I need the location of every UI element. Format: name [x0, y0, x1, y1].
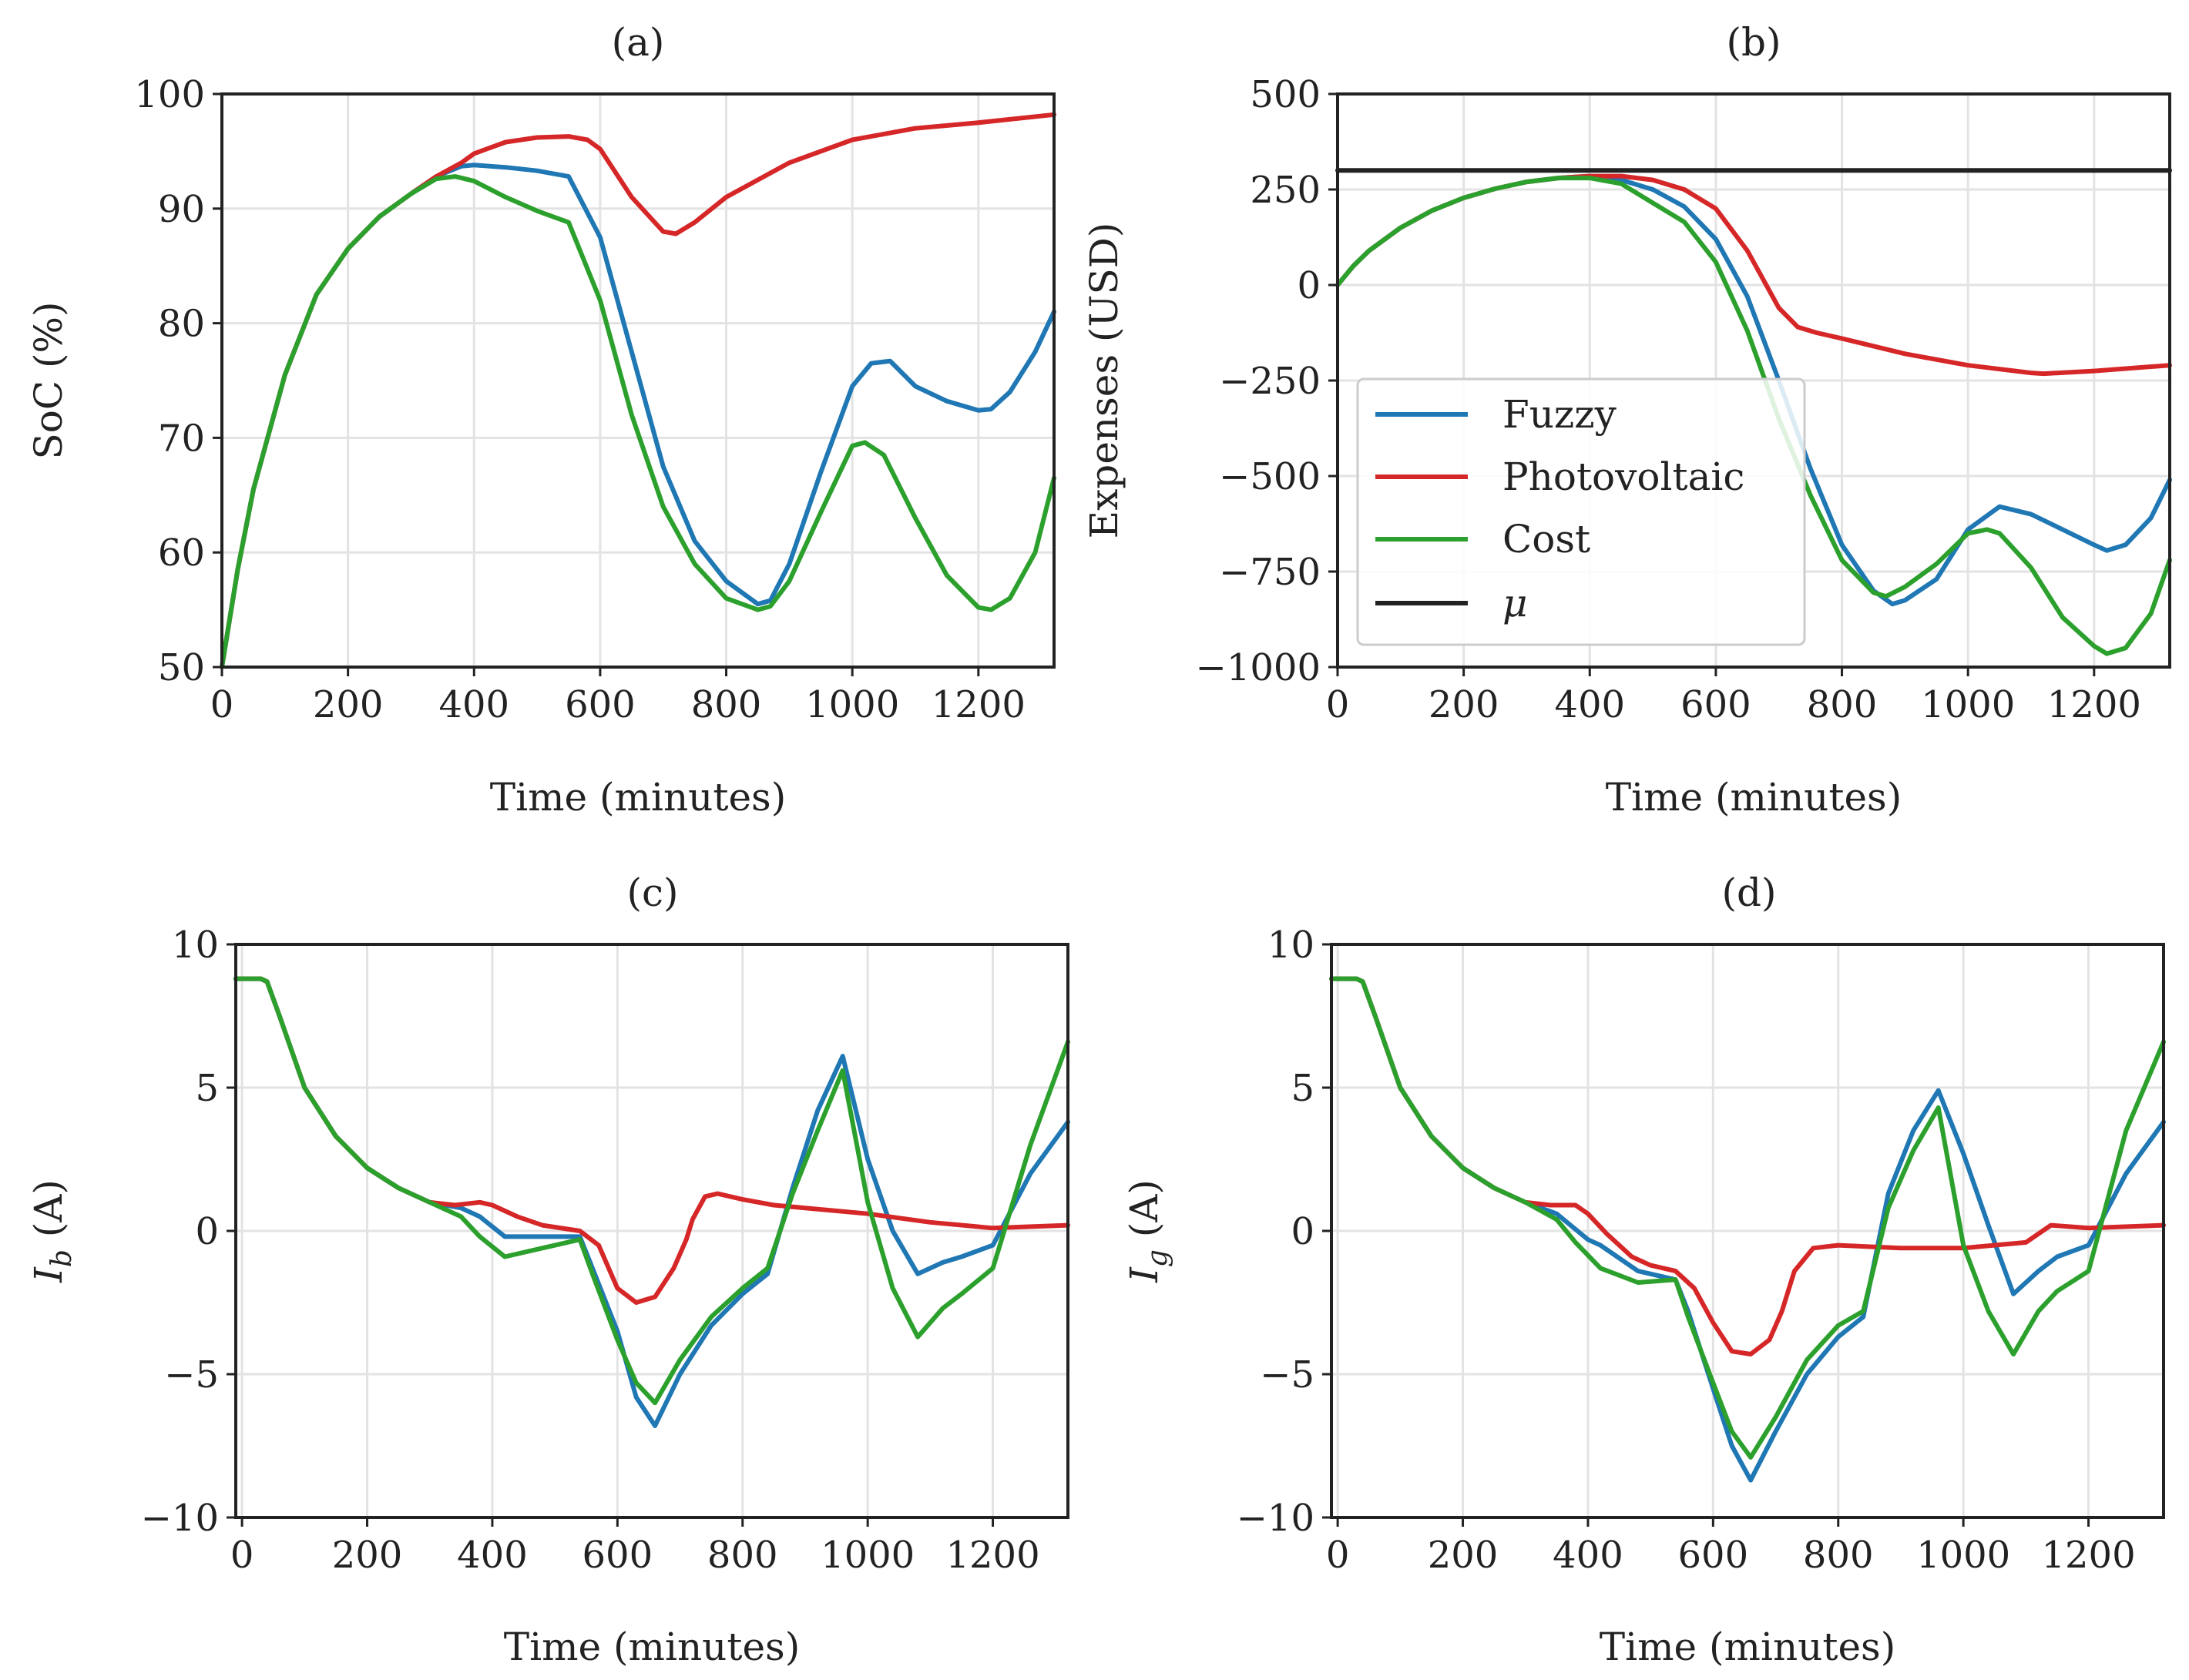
y-tick-label: 70: [158, 417, 205, 460]
y-tick-label: 500: [1250, 73, 1321, 116]
panel-c-series: [233, 976, 1070, 1428]
x-tick-label: 800: [691, 683, 762, 726]
panel-c-grid: [236, 943, 1068, 1519]
panel-c-ylabel: Ib (A): [26, 1179, 78, 1283]
y-tick-label: 5: [1291, 1067, 1314, 1110]
y-tick-label: 60: [158, 531, 205, 575]
y-tick-label: −5: [1260, 1353, 1314, 1397]
x-tick-label: 200: [332, 1534, 403, 1577]
x-tick-label: 800: [707, 1534, 778, 1577]
series-line-cost: [220, 174, 1056, 669]
series-line-cost: [233, 976, 1070, 1406]
x-tick-label: 800: [1807, 683, 1878, 726]
y-tick-label: −750: [1219, 551, 1321, 594]
series-line-cost: [1329, 976, 2166, 1460]
x-tick-label: 200: [1428, 1534, 1499, 1577]
x-tick-label: 400: [1553, 1534, 1623, 1577]
panel-c-ylabel-tail: (A): [26, 1179, 71, 1249]
y-tick-label: −10: [1237, 1497, 1314, 1540]
panel-a-title: (a): [612, 20, 665, 65]
series-line-photovoltaic: [233, 976, 1070, 1305]
x-tick-label: 600: [1678, 1534, 1749, 1577]
y-tick-label: −250: [1219, 360, 1321, 403]
y-tick-label: 50: [158, 646, 205, 689]
panel-d-series: [1329, 976, 2166, 1483]
y-tick-label: 5: [195, 1067, 219, 1110]
y-tick-label: 100: [134, 73, 205, 116]
series-line-fuzzy: [233, 976, 1070, 1428]
x-tick-label: 1200: [932, 683, 1026, 726]
x-tick-label: 400: [1554, 683, 1625, 726]
panel-c: (c) 0 200 400 600 800 1000 1200 −10 −5 0 5 10 Time …: [26, 870, 1070, 1669]
panel-d-title: (d): [1721, 870, 1776, 915]
y-tick-label: −10: [141, 1497, 219, 1540]
y-tick-label: −5: [164, 1353, 219, 1397]
y-tick-label: 10: [1267, 924, 1314, 967]
panel-d-ylabel: Ig (A): [1122, 1179, 1173, 1283]
panel-b-ticks: 0 200 400 600 800 1000 1200 −1000 −750 −500 −250 0 2…: [1196, 73, 2141, 726]
y-tick-label: −500: [1219, 455, 1321, 498]
y-tick-label: 80: [158, 303, 205, 346]
panel-d-ticks: 0 200 400 600 800 1000 1200 −10 −5 0 5 10: [1237, 924, 2136, 1577]
legend-label-photovoltaic: Photovoltaic: [1502, 454, 1744, 499]
y-tick-label: 10: [172, 924, 219, 967]
x-tick-label: 1200: [2041, 1534, 2135, 1577]
y-tick-label: 250: [1250, 169, 1321, 212]
y-tick-label: 0: [195, 1210, 219, 1253]
y-tick-label: −1000: [1196, 646, 1321, 689]
panel-b: (b) 0 200 400 600 800 1000 1200 −1000 −750 −500 −2…: [1082, 20, 2172, 820]
legend-box: [1356, 377, 1806, 646]
panel-c-ylabel-main: I: [26, 1266, 71, 1283]
panel-d-ylabel-main: I: [1122, 1266, 1167, 1283]
panel-b-xlabel: Time (minutes): [1606, 775, 1902, 820]
series-line-fuzzy: [220, 163, 1056, 669]
panel-d-ylabel-sub: g: [1142, 1249, 1173, 1267]
x-tick-label: 400: [438, 683, 509, 726]
x-tick-label: 200: [313, 683, 384, 726]
x-tick-label: 1200: [2047, 683, 2141, 726]
x-tick-label: 0: [1326, 1534, 1350, 1577]
x-tick-label: 600: [1680, 683, 1751, 726]
panel-b-ylabel: Expenses (USD): [1082, 223, 1126, 539]
x-tick-label: 1000: [821, 1534, 915, 1577]
x-tick-label: 200: [1429, 683, 1499, 726]
x-tick-label: 800: [1803, 1534, 1874, 1577]
panel-d-ylabel-tail: (A): [1122, 1179, 1167, 1249]
x-tick-label: 0: [1326, 683, 1350, 726]
x-tick-label: 0: [210, 683, 234, 726]
panel-c-ylabel-sub: b: [46, 1249, 78, 1267]
y-tick-label: 0: [1297, 264, 1321, 307]
x-tick-label: 600: [565, 683, 636, 726]
panel-d: (d) 0 200 400 600 800 1000 1200 −10 −5 0 5 10 Time …: [1122, 870, 2166, 1669]
panel-a-ylabel: SoC (%): [26, 301, 71, 459]
legend-label-cost: Cost: [1502, 517, 1590, 562]
x-tick-label: 400: [457, 1534, 528, 1577]
panel-a-ticks: 0 200 400 600 800 1000 1200 50 60 70 80 90 100: [134, 73, 1026, 726]
legend-label-mu: μ: [1502, 581, 1528, 625]
panel-c-title: (c): [626, 870, 678, 915]
x-tick-label: 1000: [1916, 1534, 2010, 1577]
series-line-photovoltaic: [1329, 976, 2166, 1356]
panel-b-title: (b): [1726, 20, 1781, 65]
x-tick-label: 600: [583, 1534, 653, 1577]
panel-a-xlabel: Time (minutes): [490, 775, 786, 820]
x-tick-label: 1000: [1921, 683, 2015, 726]
panel-c-ticks: 0 200 400 600 800 1000 1200 −10 −5 0 5 10: [141, 924, 1040, 1577]
legend: Fuzzy Photovoltaic Cost μ: [1356, 377, 1806, 646]
panel-d-xlabel: Time (minutes): [1600, 1625, 1895, 1669]
x-tick-label: 1200: [945, 1534, 1039, 1577]
x-tick-label: 1000: [805, 683, 899, 726]
panel-c-xlabel: Time (minutes): [504, 1625, 800, 1669]
y-tick-label: 90: [158, 188, 205, 231]
panel-a-frame: [220, 92, 1056, 669]
x-tick-label: 0: [230, 1534, 254, 1577]
y-tick-label: 0: [1291, 1210, 1314, 1253]
series-line-fuzzy: [1329, 976, 2166, 1483]
panel-a-series: [220, 112, 1056, 669]
panel-a: (a) 0 200 400 600 800 1000 1200 50 60 70 80 90 100 T…: [26, 20, 1056, 820]
legend-label-fuzzy: Fuzzy: [1502, 392, 1617, 437]
